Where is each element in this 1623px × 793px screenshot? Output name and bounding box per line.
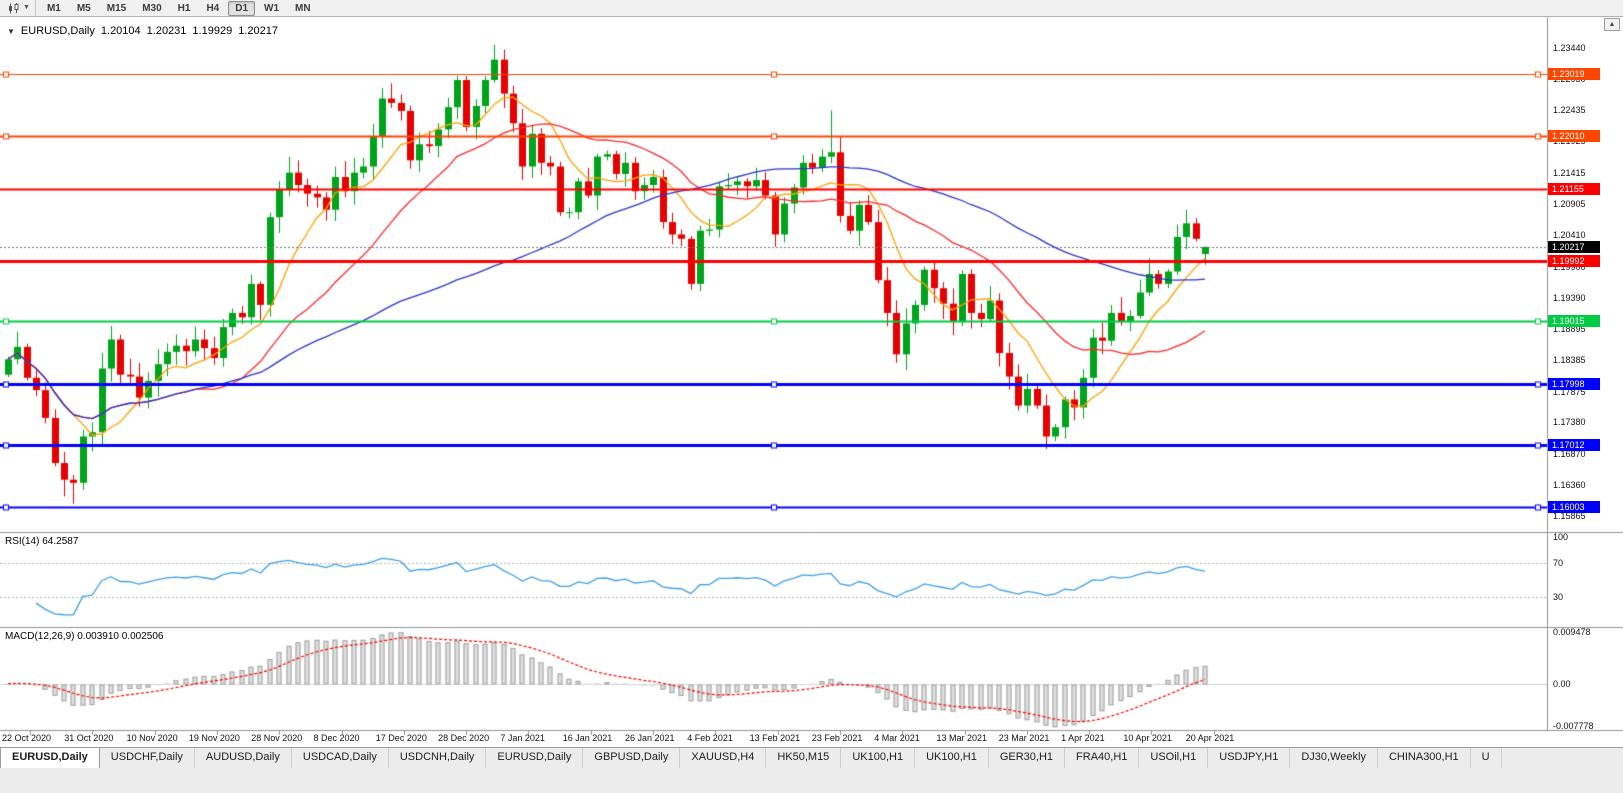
date-axis-label: 4 Mar 2021 bbox=[874, 733, 920, 743]
scroll-up-button[interactable]: ▲ bbox=[1604, 18, 1620, 31]
price-axis-label: 1.16360 bbox=[1553, 480, 1586, 491]
timeframe-button-m15[interactable]: M15 bbox=[106, 2, 127, 14]
timeframe-button-h1[interactable]: H1 bbox=[177, 2, 191, 14]
price-axis-label: 1.18895 bbox=[1553, 323, 1586, 334]
price-axis-label: 1.19390 bbox=[1553, 293, 1586, 304]
chart-tab-usdcnh-daily[interactable]: USDCNH,Daily bbox=[388, 748, 487, 768]
chart-title: ▼ EURUSD,Daily 1.20104 1.20231 1.19929 1… bbox=[7, 25, 278, 37]
price-level-tag[interactable]: 1.22010 bbox=[1548, 130, 1600, 143]
price-axis-label: 1.15865 bbox=[1553, 510, 1586, 521]
date-axis-label: 1 Apr 2021 bbox=[1061, 733, 1105, 743]
date-axis-label: 26 Jan 2021 bbox=[625, 733, 675, 743]
date-axis-label: 4 Feb 2021 bbox=[687, 733, 733, 743]
date-axis-label: 22 Oct 2020 bbox=[2, 733, 52, 743]
chart-tab-gbpusd-daily[interactable]: GBPUSD,Daily bbox=[583, 748, 681, 768]
chart-open-value: 1.20104 bbox=[100, 25, 141, 37]
chart-overlay: ▼ EURUSD,Daily 1.20104 1.20231 1.19929 1… bbox=[0, 17, 1623, 743]
chart-tab-uk100-h1[interactable]: UK100,H1 bbox=[841, 748, 916, 768]
date-axis-label: 8 Dec 2020 bbox=[313, 733, 360, 743]
date-axis-label: 28 Nov 2020 bbox=[251, 733, 303, 743]
price-axis-label: 1.17875 bbox=[1553, 386, 1586, 397]
chart-tab-bar: EURUSD,Daily USDCHF,Daily AUDUSD,Daily USDC… bbox=[0, 747, 1623, 793]
chart-tab-usdcad-daily[interactable]: USDCAD,Daily bbox=[291, 748, 389, 768]
chart-type-caret-icon: ▼ bbox=[23, 4, 30, 11]
chart-tab-xauusd-h4[interactable]: XAUUSD,H4 bbox=[680, 748, 767, 768]
date-axis-label: 31 Oct 2020 bbox=[64, 733, 114, 743]
chart-tab-usdjpy-h1[interactable]: USDJPY,H1 bbox=[1208, 748, 1291, 768]
timeframe-button-mn[interactable]: MN bbox=[295, 2, 311, 14]
macd-axis-label: 0.00 bbox=[1553, 678, 1571, 689]
pane-splitter[interactable] bbox=[0, 624, 1623, 629]
date-axis-label: 13 Mar 2021 bbox=[936, 733, 988, 743]
candlestick-chart-icon bbox=[9, 2, 19, 13]
price-axis-label: 1.17380 bbox=[1553, 417, 1586, 428]
date-axis-label: 7 Jan 2021 bbox=[500, 733, 545, 743]
date-axis-label: 10 Nov 2020 bbox=[126, 733, 178, 743]
timeframe-toolbar: ▼ M1 M5 M15 M30 H1 H4 D1 W1 MN bbox=[0, 0, 1623, 17]
chart-tab-dj30-weekly[interactable]: DJ30,Weekly bbox=[1290, 748, 1378, 768]
price-axis-label: 1.20410 bbox=[1553, 230, 1586, 241]
chart-tab-china300-h1[interactable]: CHINA300,H1 bbox=[1377, 748, 1471, 768]
timeframe-button-m1[interactable]: M1 bbox=[46, 2, 61, 14]
macd-axis-label: 0.009478 bbox=[1553, 627, 1591, 637]
price-level-tag[interactable]: 1.23019 bbox=[1548, 67, 1600, 80]
chart-symbol-period: EURUSD,Daily bbox=[20, 25, 95, 37]
chart-title-marker-icon: ▼ bbox=[7, 26, 15, 36]
rsi-axis-label: 100 bbox=[1553, 532, 1569, 542]
price-level-tag[interactable]: 1.16003 bbox=[1548, 501, 1600, 514]
main-chart-pane[interactable] bbox=[0, 17, 1547, 531]
chart-close-value: 1.20217 bbox=[238, 25, 278, 37]
timeframe-button-m5[interactable]: M5 bbox=[76, 2, 91, 14]
timeframe-buttons: M1 M5 M15 M30 H1 H4 D1 W1 MN bbox=[40, 0, 318, 16]
price-axis-label: 1.21415 bbox=[1553, 167, 1586, 178]
chart-tab-usoil-h1[interactable]: USOil,H1 bbox=[1139, 748, 1209, 768]
chart-tab-usdchf-daily[interactable]: USDCHF,Daily bbox=[99, 748, 195, 768]
timeframe-button-d1[interactable]: D1 bbox=[228, 0, 256, 16]
pane-splitter[interactable] bbox=[0, 728, 1623, 733]
chart-tab-eurusd-daily[interactable]: EURUSD,Daily bbox=[0, 748, 100, 768]
date-axis-label: 10 Apr 2021 bbox=[1123, 733, 1172, 743]
price-chart-canvas[interactable] bbox=[0, 0, 1623, 747]
current-price-tag: 1.20217 bbox=[1548, 241, 1600, 253]
rsi-axis-label: 30 bbox=[1553, 591, 1564, 602]
date-axis-label: 13 Feb 2021 bbox=[749, 733, 801, 743]
date-axis-label: 17 Dec 2020 bbox=[375, 733, 427, 743]
date-axis-label: 19 Nov 2020 bbox=[188, 733, 240, 743]
macd-pane[interactable] bbox=[0, 628, 1547, 730]
date-axis-label: 16 Jan 2021 bbox=[562, 733, 613, 743]
timeframe-button-h4[interactable]: H4 bbox=[206, 2, 220, 14]
price-level-tag[interactable]: 1.19015 bbox=[1548, 315, 1600, 328]
chart-type-selector[interactable]: ▼ bbox=[3, 0, 36, 16]
price-axis-label: 1.18385 bbox=[1553, 355, 1586, 366]
timeframe-button-w1[interactable]: W1 bbox=[264, 2, 280, 14]
chart-tab-audusd-daily[interactable]: AUDUSD,Daily bbox=[194, 748, 292, 768]
date-axis-label: 28 Dec 2020 bbox=[438, 733, 490, 743]
chart-low-value: 1.19929 bbox=[192, 25, 233, 37]
rsi-axis-label: 70 bbox=[1553, 557, 1564, 568]
chart-tab-eurusd-daily[interactable]: EURUSD,Daily bbox=[486, 748, 584, 768]
date-axis-label: 20 Apr 2021 bbox=[1185, 733, 1235, 743]
date-axis-label: 23 Mar 2021 bbox=[998, 733, 1050, 743]
timeframe-button-m30[interactable]: M30 bbox=[142, 2, 162, 14]
chart-tab-u[interactable]: U bbox=[1470, 748, 1502, 768]
chart-tab-hk50-m15[interactable]: HK50,M15 bbox=[766, 748, 842, 768]
pane-splitter[interactable] bbox=[0, 530, 1623, 535]
price-level-tag[interactable]: 1.19992 bbox=[1548, 254, 1600, 267]
price-level-tag[interactable]: 1.17998 bbox=[1548, 378, 1600, 391]
price-level-tag[interactable]: 1.21155 bbox=[1548, 183, 1600, 196]
price-level-tag[interactable]: 1.17012 bbox=[1548, 439, 1600, 451]
chart-tab-fra40-h1[interactable]: FRA40,H1 bbox=[1065, 748, 1140, 768]
chart-tab-uk100-h1[interactable]: UK100,H1 bbox=[915, 748, 989, 768]
macd-indicator-label: MACD(12,26,9) 0.003910 0.002506 bbox=[5, 631, 164, 642]
rsi-pane[interactable] bbox=[0, 533, 1547, 626]
rsi-indicator-label: RSI(14) 64.2587 bbox=[5, 536, 79, 547]
date-axis-label: 23 Feb 2021 bbox=[811, 733, 863, 743]
price-axis-label: 1.23440 bbox=[1553, 42, 1586, 53]
price-axis-label: 1.20905 bbox=[1553, 199, 1586, 210]
chart-high-value: 1.20231 bbox=[146, 25, 187, 37]
macd-axis-label: -0.007778 bbox=[1553, 721, 1594, 731]
chart-tab-ger30-h1[interactable]: GER30,H1 bbox=[988, 748, 1066, 768]
price-axis-label: 1.16870 bbox=[1553, 448, 1586, 459]
price-axis-label: 1.22435 bbox=[1553, 104, 1586, 115]
